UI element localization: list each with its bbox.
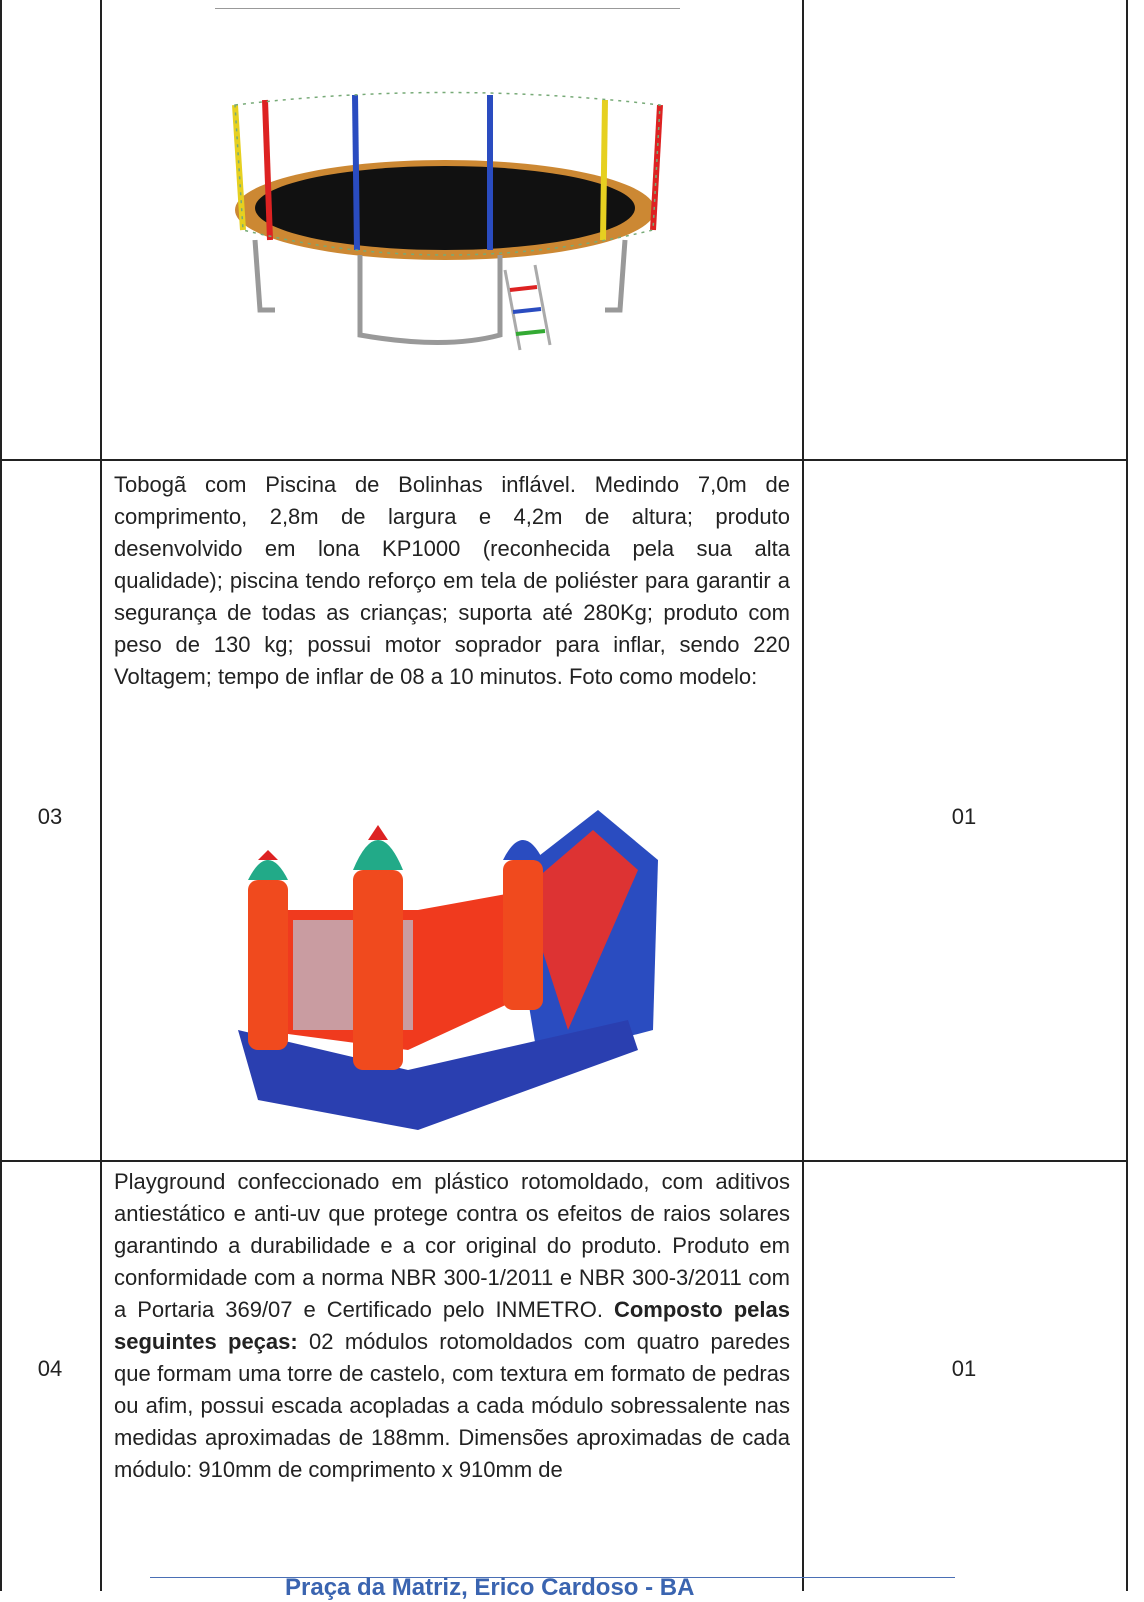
footer-text: Praça da Matriz, Erico Cardoso - BA bbox=[285, 1574, 695, 1601]
description: Playground confeccionado em plástico rot… bbox=[114, 1166, 790, 1486]
inflatable-image bbox=[238, 810, 658, 1130]
border bbox=[100, 0, 102, 1591]
item-number: 03 bbox=[37, 804, 63, 829]
quantity: 01 bbox=[951, 1356, 977, 1381]
border bbox=[0, 0, 2, 1591]
border bbox=[802, 0, 804, 1591]
trampoline-image bbox=[232, 91, 663, 351]
footer-rule bbox=[150, 1577, 955, 1578]
row-border bbox=[0, 459, 1128, 461]
description: Tobogã com Piscina de Bolinhas inflável.… bbox=[114, 472, 790, 689]
description-text: Playground confeccionado em plástico rot… bbox=[114, 1169, 790, 1322]
description-text: 02 módulos rotomoldados com quatro pared… bbox=[114, 1329, 790, 1482]
border bbox=[1126, 0, 1128, 1591]
quantity: 01 bbox=[951, 804, 977, 829]
row-border bbox=[0, 1160, 1128, 1162]
description-bold: Composto pelas seguintes peças: bbox=[114, 1297, 790, 1354]
item-number: 04 bbox=[37, 1356, 63, 1381]
page-edge bbox=[215, 8, 680, 9]
